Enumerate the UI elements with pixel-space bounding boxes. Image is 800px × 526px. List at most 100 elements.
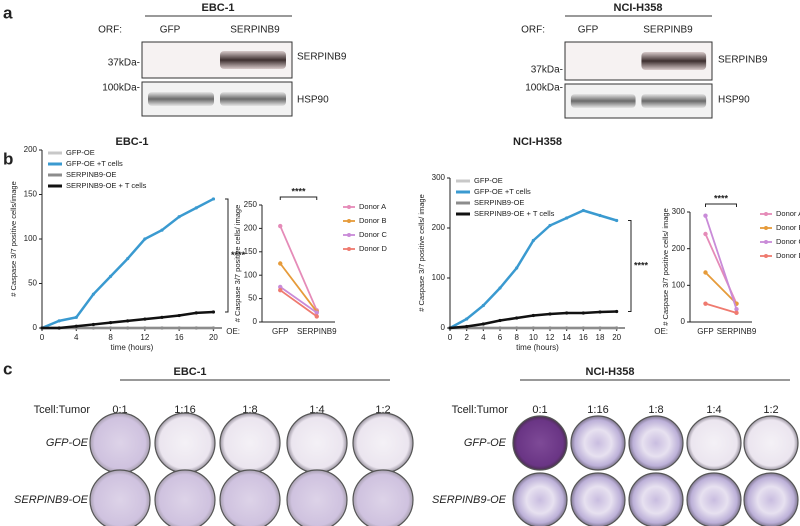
data-point xyxy=(177,215,181,219)
y-tick-label: 100 xyxy=(244,270,258,279)
legend-label: GFP-OE +T cells xyxy=(474,187,531,196)
marker-label: 37kDa- xyxy=(531,65,563,76)
legend-label: GFP-OE +T cells xyxy=(66,159,123,168)
data-point xyxy=(211,326,216,330)
well xyxy=(686,415,742,471)
data-point xyxy=(57,319,61,323)
x-tick-label: 4 xyxy=(481,333,486,342)
y-tick-label: 0 xyxy=(441,323,446,332)
y-axis-label: # Caspase 3/7 positive cells/ image xyxy=(233,205,242,323)
well xyxy=(352,469,414,526)
legend-swatch xyxy=(764,240,768,244)
data-point xyxy=(126,319,130,323)
y-tick-label: 50 xyxy=(248,294,257,303)
blot-band xyxy=(148,92,214,106)
blot-band xyxy=(570,94,636,108)
x-tick-label: 14 xyxy=(562,333,571,342)
legend-label: Donor C xyxy=(359,230,388,239)
well xyxy=(512,472,568,526)
data-point xyxy=(211,197,216,201)
chart-title: NCI-H358 xyxy=(513,136,562,148)
blot-band xyxy=(220,51,286,69)
y-tick-label: 200 xyxy=(672,244,686,253)
wells-title: NCI-H358 xyxy=(586,366,635,378)
data-point xyxy=(734,306,739,312)
blot-band xyxy=(220,92,286,106)
well xyxy=(89,412,151,474)
x-tick-label: 20 xyxy=(612,333,621,342)
well xyxy=(743,472,799,526)
data-point xyxy=(194,311,198,315)
data-point xyxy=(703,213,708,218)
marker-label: 37kDa- xyxy=(108,58,140,69)
well xyxy=(743,415,799,471)
series-line xyxy=(279,289,318,318)
data-point xyxy=(703,301,708,306)
data-point xyxy=(498,286,502,290)
data-point xyxy=(108,326,113,330)
marker-label: 100kDa- xyxy=(525,83,563,94)
legend-swatch xyxy=(347,247,351,251)
legend-label: Donor A xyxy=(776,209,800,218)
significance-bracket xyxy=(628,220,632,312)
data-point xyxy=(278,284,283,290)
marker-label: 100kDa- xyxy=(102,83,140,94)
data-point xyxy=(598,213,602,218)
data-point xyxy=(531,313,535,318)
legend-label: GFP-OE xyxy=(474,176,503,185)
row-label: GFP-OE xyxy=(464,437,507,449)
significance-bracket xyxy=(705,203,737,207)
wells-title: EBC-1 xyxy=(173,366,206,378)
data-point xyxy=(143,326,147,330)
x-tick-label: 2 xyxy=(464,333,469,342)
data-point xyxy=(515,266,519,270)
well xyxy=(154,469,216,526)
data-point xyxy=(598,310,602,314)
y-tick-label: 0 xyxy=(33,323,38,332)
y-tick-label: 150 xyxy=(244,247,258,256)
lane-label: GFP xyxy=(160,25,181,36)
data-point xyxy=(278,287,283,293)
ratio: 0:1 xyxy=(532,404,547,416)
blot-band xyxy=(641,52,707,70)
data-point xyxy=(126,256,130,261)
well xyxy=(286,412,348,474)
x-tick-label: 6 xyxy=(498,333,503,342)
data-point xyxy=(126,326,130,330)
data-point xyxy=(515,316,519,320)
data-point xyxy=(91,326,96,330)
data-point xyxy=(91,292,96,296)
data-point xyxy=(565,311,569,315)
x-tick-label: 0 xyxy=(448,333,453,342)
y-tick-label: 200 xyxy=(244,224,258,233)
data-point xyxy=(481,326,485,330)
data-point xyxy=(498,318,502,323)
y-tick-label: 200 xyxy=(432,223,446,232)
legend-swatch xyxy=(764,254,768,258)
ratio: 1:4 xyxy=(706,404,721,416)
series-line xyxy=(279,286,318,314)
data-point xyxy=(177,313,181,318)
y-tick-label: 300 xyxy=(672,207,686,216)
series-line xyxy=(41,197,215,330)
well xyxy=(570,472,626,526)
x-tick-label: 16 xyxy=(579,333,588,342)
x-axis-label: time (hours) xyxy=(516,343,559,352)
protein-label: SERPINB9 xyxy=(297,52,347,63)
series-line xyxy=(279,262,318,313)
lane-label: SERPINB9 xyxy=(230,25,280,36)
y-tick-label: 0 xyxy=(253,317,258,326)
legend-label: GFP-OE xyxy=(66,148,95,157)
data-point xyxy=(160,228,164,232)
blot-band xyxy=(641,94,707,108)
data-point xyxy=(703,270,708,275)
data-point xyxy=(581,208,585,213)
data-point xyxy=(531,326,535,330)
data-point xyxy=(194,326,198,330)
data-point xyxy=(278,223,283,229)
y-tick-label: 100 xyxy=(24,234,38,243)
x-tick-label: 4 xyxy=(74,333,79,342)
y-tick-label: 100 xyxy=(432,273,446,282)
well xyxy=(628,472,684,526)
orf-label: ORF: xyxy=(521,25,545,36)
